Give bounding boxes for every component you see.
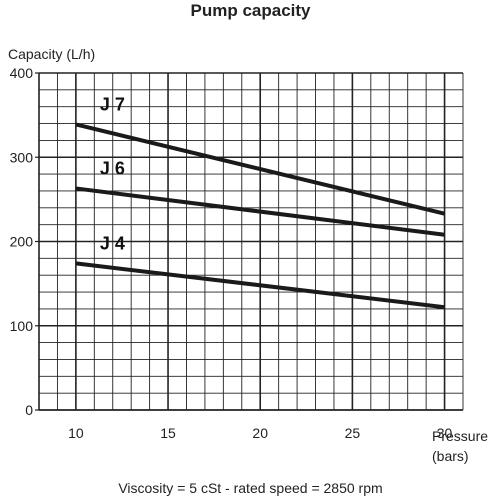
chart-title: Pump capacity [190, 1, 311, 20]
x-tick-label: 25 [345, 425, 361, 441]
ticks: 0 100 200 300 400 10 15 20 25 30 [10, 65, 453, 441]
series-label: J 4 [100, 233, 125, 253]
y-tick-label: 100 [10, 318, 34, 334]
chart-annotation: Viscosity = 5 cSt - rated speed = 2850 r… [118, 480, 383, 496]
y-tick-label: 300 [10, 149, 34, 165]
x-axis-label-line2: (bars) [432, 448, 469, 464]
x-tick-label: 15 [160, 425, 176, 441]
series-line [75, 186, 445, 237]
y-tick-label: 200 [10, 234, 34, 250]
series-line [75, 122, 446, 216]
x-tick-label: 30 [437, 425, 453, 441]
x-axis-label-line1: Pressure [432, 428, 489, 444]
series-label: J 7 [100, 94, 125, 114]
y-tick-label: 0 [25, 402, 33, 418]
series-lines [75, 122, 446, 310]
series-labels: J 7 J 6 J 4 [100, 94, 125, 253]
y-tick-label: 400 [10, 65, 34, 81]
x-tick-label: 20 [252, 425, 268, 441]
x-tick-label: 10 [68, 425, 84, 441]
y-axis-label: Capacity (L/h) [8, 46, 96, 62]
x-axis-label: Pressure (bars) [432, 426, 488, 466]
series-line [75, 261, 445, 310]
series-label: J 6 [100, 158, 125, 178]
